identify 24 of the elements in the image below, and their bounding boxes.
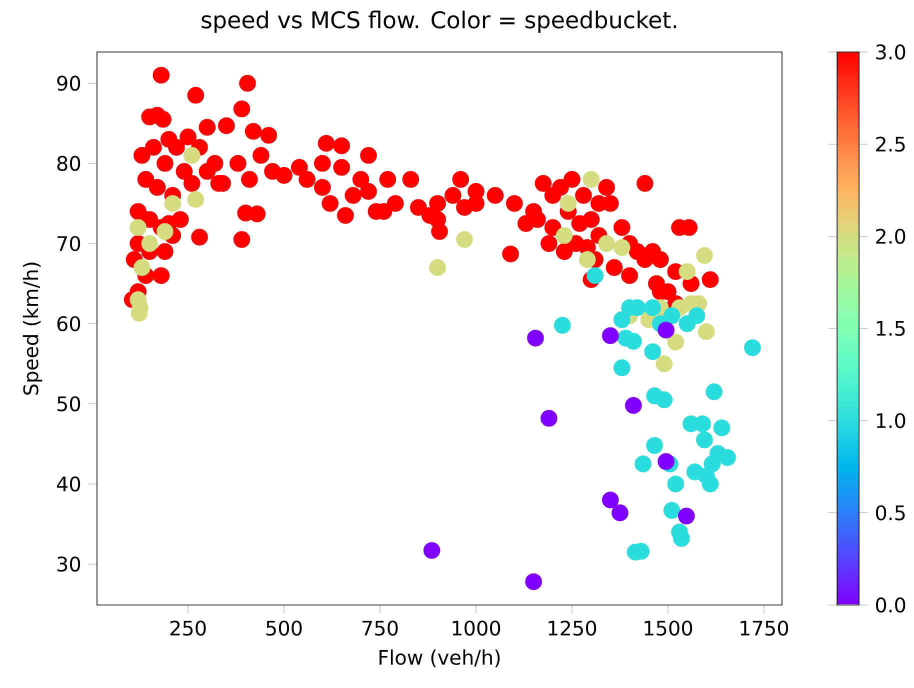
x-axis-title: Flow (veh/h): [380, 649, 500, 668]
color-bar-label: 2.5: [876, 136, 905, 152]
x-tick-label: 1500: [644, 620, 692, 636]
y-tick-label: 50: [57, 396, 80, 412]
color-bar-label: 1.5: [876, 321, 905, 336]
y-axis-title: Speed (km/h): [22, 262, 42, 395]
x-tick-label: 750: [362, 620, 398, 636]
color-bar-label: 0.0: [876, 597, 906, 613]
x-tick-label: 1000: [452, 620, 500, 636]
y-tick-label: 70: [58, 236, 80, 252]
chart-title: speed vs MCS flow. Color = speedbucket.: [202, 10, 676, 33]
y-tick-label: 60: [57, 316, 80, 332]
color-bar-label: 3.0: [876, 44, 906, 60]
color-bar-label: 1.0: [876, 413, 906, 428]
x-tick-label: 1250: [548, 620, 596, 636]
y-tick-label: 30: [57, 556, 80, 572]
x-tick-label: 500: [266, 620, 302, 636]
x-tick-label: 250: [170, 620, 206, 636]
x-tick-label: 1750: [740, 620, 788, 636]
color-bar-label: 0.5: [876, 505, 905, 520]
y-tick-label: 80: [57, 156, 80, 171]
y-tick-label: 90: [57, 76, 80, 91]
y-tick-label: 40: [56, 476, 80, 492]
color-bar-label: 2.0: [876, 228, 906, 244]
